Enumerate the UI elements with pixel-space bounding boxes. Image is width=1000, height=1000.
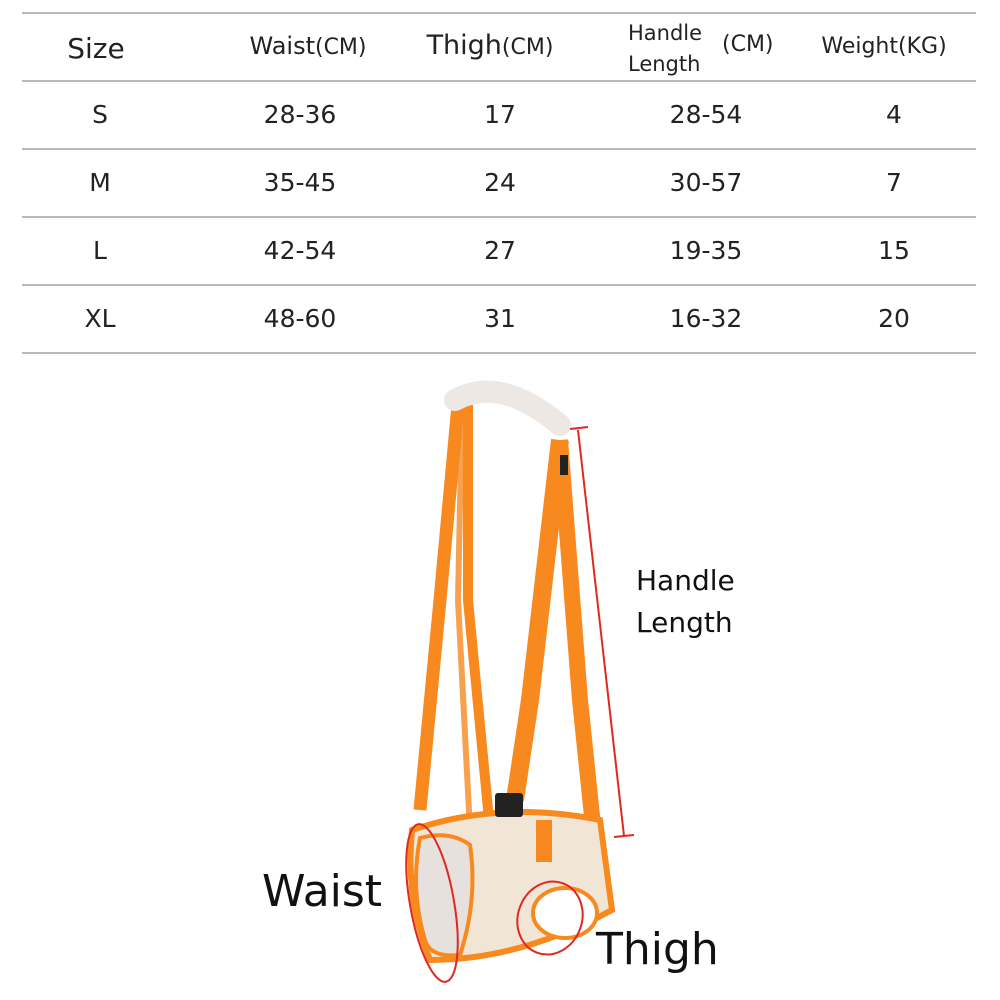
- header-thigh: Thigh(CM): [427, 30, 554, 61]
- header-handle-line1: Handle: [628, 21, 703, 45]
- handle-length-marker: [577, 429, 625, 837]
- header-handle-unit: (CM): [722, 32, 774, 57]
- cell-thigh: 24: [484, 168, 516, 197]
- waist-label: Waist: [262, 866, 383, 917]
- table-row-rule: [22, 284, 976, 286]
- table-header-rule: [22, 80, 976, 82]
- cell-size: S: [92, 100, 108, 129]
- handle-label-line1: Handle: [636, 564, 735, 597]
- table-bottom-rule: [22, 352, 976, 354]
- header-weight: Weight(KG): [821, 34, 946, 59]
- cell-weight: 7: [886, 168, 902, 197]
- cell-handle: 16-32: [669, 304, 743, 333]
- measurement-markers: [405, 426, 635, 983]
- table-top-rule: [22, 12, 976, 14]
- cell-thigh: 31: [484, 304, 516, 333]
- header-thigh-label: Thigh: [426, 30, 502, 61]
- header-size: Size: [67, 32, 125, 65]
- cell-size: L: [93, 236, 107, 265]
- cell-handle: 19-35: [669, 236, 743, 265]
- handle-label-line2: Length: [636, 606, 733, 639]
- header-thigh-unit: (CM): [501, 35, 554, 60]
- waist-marker: [405, 823, 459, 983]
- cell-waist: 48-60: [263, 304, 337, 333]
- harness-image: [407, 380, 616, 964]
- table-row-rule: [22, 216, 976, 218]
- header-waist: Waist(CM): [250, 32, 367, 60]
- header-waist-label: Waist: [249, 32, 315, 60]
- header-weight-unit: (KG): [898, 34, 947, 59]
- cell-weight: 20: [878, 304, 910, 333]
- cell-waist: 28-36: [263, 100, 337, 129]
- cell-waist: 35-45: [263, 168, 337, 197]
- header-waist-unit: (CM): [314, 35, 367, 60]
- handle-length-label: Handle Length: [636, 560, 735, 644]
- cell-handle: 30-57: [669, 168, 743, 197]
- cell-size: M: [89, 168, 111, 197]
- thigh-marker: [516, 880, 584, 956]
- cell-weight: 15: [878, 236, 910, 265]
- cell-thigh: 17: [484, 100, 516, 129]
- cell-thigh: 27: [484, 236, 516, 265]
- table-row-rule: [22, 148, 976, 150]
- header-handle-line2: Length: [628, 52, 701, 76]
- cell-size: XL: [84, 304, 116, 333]
- thigh-label: Thigh: [596, 924, 719, 975]
- cell-weight: 4: [886, 100, 902, 129]
- header-weight-label: Weight: [821, 34, 899, 59]
- cell-waist: 42-54: [263, 236, 337, 265]
- header-handle-length: Handle Length: [628, 18, 702, 80]
- cell-handle: 28-54: [669, 100, 743, 129]
